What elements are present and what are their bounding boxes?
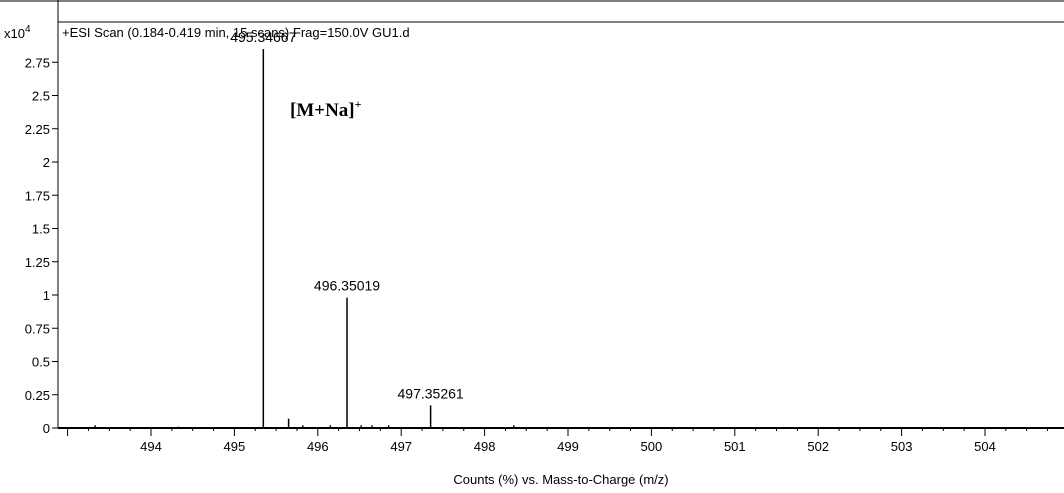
y-axis-ticks: 0 0.25 0.5 0.75 1 1.25 1.5 1.75 2 2.25 2.5 2.75 (25, 55, 58, 436)
x-tick-label: 494 (140, 439, 162, 454)
x-tick-label: 496 (307, 439, 329, 454)
peak-label: 496.35019 (314, 278, 380, 294)
x-tick-label: 501 (724, 439, 746, 454)
x-axis-label: Counts (%) vs. Mass-to-Charge (m/z) (453, 472, 668, 487)
y-tick-label: 1.5 (32, 222, 50, 237)
y-tick-label: 0 (43, 421, 50, 436)
peak-labels: 495.34667 496.35019 497.35261 (230, 29, 464, 401)
x-tick-label: 503 (891, 439, 913, 454)
y-tick-label: 0.75 (25, 321, 50, 336)
y-tick-label: 1.25 (25, 255, 50, 270)
y-tick-label: 0.5 (32, 355, 50, 370)
x-axis-ticks: 494 495 496 497 498 499 500 501 502 503 504 (67, 428, 1049, 454)
annotation-superscript: + (355, 97, 362, 111)
chart-title: +ESI Scan (0.184-0.419 min, 15 scans) Fr… (62, 25, 410, 40)
x-tick-label: 495 (224, 439, 246, 454)
y-tick-label: 2.5 (32, 89, 50, 104)
peak-label: 497.35261 (398, 385, 464, 401)
y-tick-label: 1.75 (25, 188, 50, 203)
x-tick-label: 500 (641, 439, 663, 454)
y-multiplier-exponent: 4 (25, 24, 31, 35)
y-tick-label: 0.25 (25, 388, 50, 403)
x-tick-label: 497 (390, 439, 412, 454)
y-tick-label: 2.25 (25, 122, 50, 137)
spectrum-peaks (94, 48, 515, 428)
y-multiplier: x104 (4, 24, 31, 41)
y-tick-label: 2 (43, 155, 50, 170)
annotation-m-na: [M+Na]+ (290, 97, 362, 121)
y-tick-label: 2.75 (25, 55, 50, 70)
x-tick-label: 504 (974, 439, 996, 454)
peak-label: 495.34667 (230, 29, 296, 45)
x-tick-label: 502 (807, 439, 829, 454)
x-tick-label: 498 (474, 439, 496, 454)
y-tick-label: 1 (43, 288, 50, 303)
x-tick-label: 499 (557, 439, 579, 454)
